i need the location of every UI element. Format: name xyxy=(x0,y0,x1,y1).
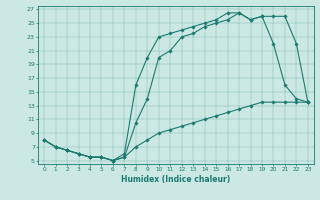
X-axis label: Humidex (Indice chaleur): Humidex (Indice chaleur) xyxy=(121,175,231,184)
